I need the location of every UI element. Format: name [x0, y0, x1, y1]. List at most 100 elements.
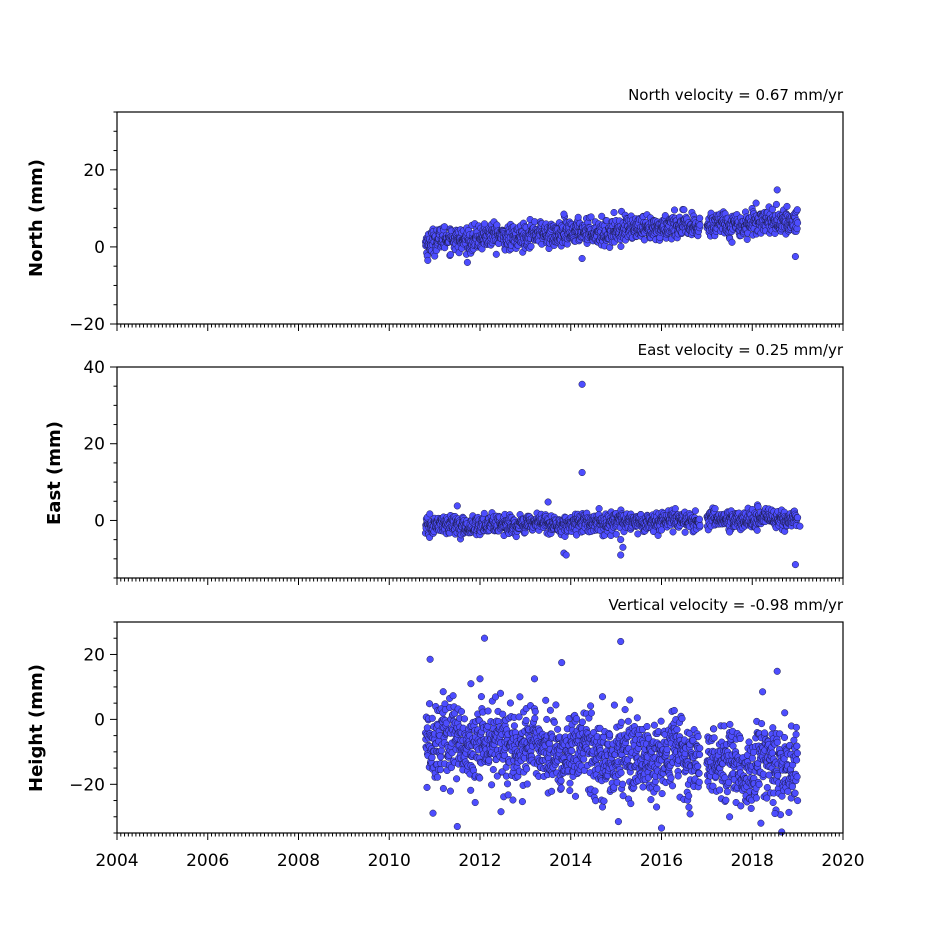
data-point	[769, 724, 777, 732]
data-point	[560, 210, 568, 218]
data-point	[471, 798, 479, 807]
y-tick-label: 0	[94, 511, 105, 531]
data-point	[753, 526, 761, 534]
data-point	[723, 788, 731, 796]
data-point	[617, 637, 625, 646]
data-point	[610, 701, 618, 709]
data-point	[439, 784, 447, 793]
data-point	[752, 199, 760, 207]
data-point	[518, 798, 526, 806]
north-title: North velocity = 0.67 mm/yr	[628, 86, 844, 104]
data-point	[728, 238, 736, 246]
data-point	[453, 502, 461, 510]
data-point	[759, 688, 767, 696]
data-point	[695, 778, 703, 786]
x-ticks: 2004 2006 2008 2010 2012 2014 2016 2018 2020	[95, 833, 865, 871]
x-tick-label: 2006	[186, 851, 229, 871]
data-point	[614, 818, 622, 826]
data-point	[558, 659, 566, 667]
data-point	[612, 530, 620, 538]
data-point	[571, 792, 580, 800]
data-point	[433, 773, 442, 781]
data-point	[780, 733, 789, 742]
data-point	[647, 796, 655, 804]
x-tick-label: 2004	[95, 851, 138, 871]
data-point	[566, 787, 574, 795]
data-point	[527, 242, 535, 250]
data-point	[794, 514, 802, 522]
data-point	[531, 714, 539, 722]
data-point	[755, 780, 763, 788]
data-point	[793, 756, 801, 764]
data-point	[598, 212, 606, 220]
data-point	[617, 242, 625, 250]
data-point	[423, 783, 431, 791]
data-point	[793, 773, 801, 781]
data-point	[774, 771, 782, 779]
scatter-points	[421, 380, 804, 569]
data-point	[522, 716, 530, 724]
data-point	[716, 786, 724, 794]
x-tick-label: 2020	[821, 851, 864, 871]
x-tick-label: 2012	[458, 851, 501, 871]
data-point	[791, 561, 799, 569]
data-point	[726, 528, 734, 536]
data-point	[544, 498, 552, 506]
data-point	[557, 777, 565, 785]
data-point	[743, 235, 751, 243]
data-point	[696, 214, 704, 222]
data-point	[509, 796, 517, 804]
data-point	[542, 696, 550, 704]
data-point	[758, 720, 766, 728]
data-point	[619, 543, 627, 551]
data-point	[437, 753, 445, 761]
data-point	[598, 803, 607, 811]
data-point	[552, 701, 560, 709]
data-point	[686, 810, 694, 818]
data-point	[578, 718, 586, 726]
data-point	[449, 692, 457, 700]
height-title: Vertical velocity = -0.98 mm/yr	[608, 596, 843, 614]
data-point	[793, 742, 801, 750]
data-point	[793, 749, 801, 757]
x-tick-label: 2016	[640, 851, 683, 871]
data-point	[691, 507, 699, 515]
data-point	[667, 774, 675, 782]
data-point	[653, 803, 661, 811]
data-point	[523, 780, 531, 788]
data-point	[685, 803, 693, 811]
y-tick-label: 20	[83, 161, 105, 181]
data-point	[736, 734, 744, 743]
data-point	[639, 783, 647, 791]
data-point	[768, 205, 776, 213]
data-point	[592, 797, 600, 805]
data-point	[788, 783, 796, 791]
data-point	[492, 250, 500, 258]
data-point	[617, 536, 625, 544]
height-panel: Vertical velocity = -0.98 mm/yr Height (…	[26, 596, 865, 871]
data-point	[619, 780, 627, 788]
data-point	[771, 809, 779, 818]
data-point	[477, 693, 485, 701]
east-ylabel: East (mm)	[44, 421, 65, 525]
data-point	[548, 787, 556, 795]
data-point	[543, 715, 551, 723]
data-point	[463, 258, 471, 266]
data-point	[453, 822, 461, 831]
data-point	[791, 789, 799, 797]
data-point	[587, 709, 595, 717]
y-tick-label: −20	[69, 315, 105, 335]
data-point	[476, 774, 484, 782]
data-point	[562, 551, 570, 559]
data-point	[673, 725, 681, 734]
data-point	[506, 699, 514, 707]
data-point	[591, 787, 599, 795]
data-point	[480, 634, 489, 642]
data-point	[467, 786, 475, 794]
data-point	[773, 667, 781, 675]
data-point	[424, 256, 432, 264]
data-point	[695, 769, 703, 777]
data-point	[621, 706, 629, 714]
x-tick-label: 2014	[549, 851, 592, 871]
